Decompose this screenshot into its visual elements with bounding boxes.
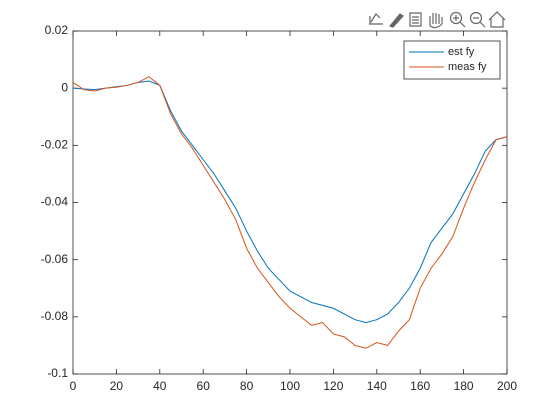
legend-box bbox=[403, 40, 501, 80]
toolbar-icon[interactable] bbox=[473, 17, 486, 28]
y-tick-label: 0 bbox=[61, 80, 68, 94]
x-tick-label: 120 bbox=[323, 379, 343, 393]
x-tick-label: 180 bbox=[454, 379, 474, 393]
x-tick-label: 100 bbox=[280, 379, 300, 393]
x-tick-label: 200 bbox=[497, 379, 517, 393]
toolbar-icon[interactable] bbox=[453, 15, 466, 28]
toolbar-icon[interactable] bbox=[488, 11, 506, 28]
toolbar-icon[interactable] bbox=[388, 13, 404, 28]
toolbar-icon[interactable] bbox=[409, 12, 422, 27]
x-tick-label: 40 bbox=[153, 379, 167, 393]
toolbar-icon[interactable] bbox=[449, 11, 463, 25]
legend: est fy meas fy bbox=[403, 40, 501, 80]
y-tick-label: 0.02 bbox=[45, 23, 69, 37]
y-tick-label: -0.1 bbox=[47, 366, 68, 380]
legend-label: meas fy bbox=[448, 61, 487, 73]
x-tick-label: 0 bbox=[70, 379, 77, 393]
y-tick-label: -0.04 bbox=[41, 195, 69, 209]
plot-area: 0 20 40 60 80 100 120 140 160 180 200 -0.1 -0.08 -0.0… bbox=[41, 23, 518, 393]
toolbar-icon[interactable] bbox=[369, 13, 383, 25]
x-tick-label: 80 bbox=[240, 379, 254, 393]
toolbar-icon[interactable] bbox=[469, 11, 483, 25]
x-tick-label: 20 bbox=[110, 379, 124, 393]
toolbar-icon[interactable] bbox=[429, 13, 443, 29]
legend-label: est fy bbox=[448, 46, 475, 58]
y-tick-label: -0.02 bbox=[41, 138, 69, 152]
series-line bbox=[72, 76, 508, 349]
y-tick-label: -0.08 bbox=[41, 309, 69, 323]
series-line bbox=[72, 80, 508, 324]
x-tick-label: 140 bbox=[367, 379, 387, 393]
x-tick-label: 60 bbox=[197, 379, 211, 393]
y-tick-label: -0.06 bbox=[41, 252, 69, 266]
x-tick-label: 160 bbox=[410, 379, 430, 393]
toolbar[interactable] bbox=[369, 11, 506, 29]
